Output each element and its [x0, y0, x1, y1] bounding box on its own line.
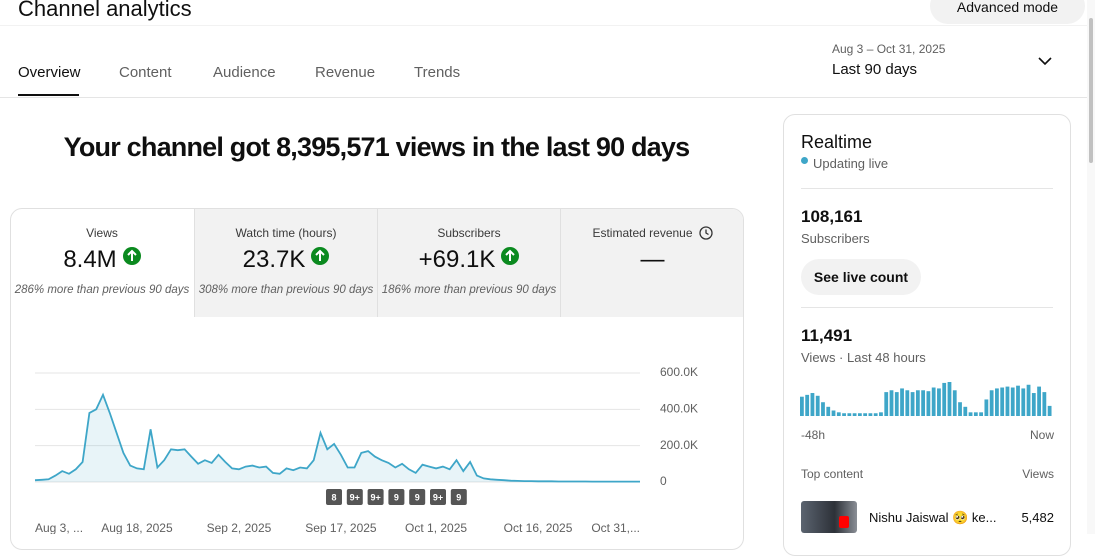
date-range-label[interactable]: Last 90 days [832, 61, 918, 78]
metric-note: 286% more than previous 90 days [14, 284, 190, 296]
subscriber-label: Subscribers [801, 231, 870, 246]
divider [0, 97, 1087, 98]
up-icon [311, 247, 330, 265]
divider [801, 307, 1053, 308]
views-label: Views · Last 48 hours [801, 350, 926, 365]
metric-tab[interactable]: Views 8.4M 286% more than previous 90 da… [11, 209, 193, 317]
tab[interactable]: Revenue [315, 64, 376, 81]
realtime-title: Realtime [801, 132, 873, 152]
divider [801, 188, 1053, 189]
bar-start-label: -48h [801, 428, 826, 442]
top-content-label: Top content [801, 467, 864, 481]
subscriber-count: 108,161 [801, 207, 863, 226]
date-range[interactable]: Aug 3 – Oct 31, 2025 [832, 42, 946, 56]
metric-note: 308% more than previous 90 days [198, 284, 374, 296]
metric-value: +69.1K [378, 246, 560, 274]
views-header: Views [1022, 467, 1054, 481]
overview-card: Views 8.4M 286% more than previous 90 da… [10, 208, 744, 550]
up-icon [501, 247, 520, 265]
value: 8.4M [63, 246, 117, 273]
up-icon [122, 247, 141, 265]
label: Estimated revenue [592, 226, 693, 240]
tab-indicator [18, 94, 79, 96]
metric-tab[interactable]: Subscribers +69.1K 186% more than previo… [377, 209, 560, 317]
page-title: Channel analytics [18, 0, 192, 21]
tab[interactable]: Trends [414, 64, 461, 81]
live-dot [801, 157, 808, 164]
headline: Your channel got 8,395,571 views in the … [63, 132, 690, 162]
metric-label: Views [86, 226, 118, 240]
tab[interactable]: Audience [213, 64, 276, 81]
metric-tab[interactable]: Watch time (hours) 23.7K 308% more than … [194, 209, 377, 317]
tab[interactable]: Overview [18, 64, 81, 81]
value: +69.1K [418, 246, 496, 273]
metric-label: Subscribers [437, 226, 501, 240]
realtime-status: Updating live [813, 156, 889, 171]
metric-value: 23.7K [195, 246, 377, 274]
clock-icon [698, 226, 713, 240]
divider [0, 25, 1087, 26]
scrollbar[interactable] [1087, 0, 1095, 534]
value: 23.7K [242, 246, 306, 273]
metric-tab[interactable]: Estimated revenue — [560, 209, 743, 317]
advanced-mode-button[interactable]: Advanced mode [930, 0, 1085, 24]
metric-value: 8.4M [11, 246, 193, 274]
realtime-card: Realtime Updating live 108,161 Subscribe… [783, 114, 1071, 556]
live-count-button[interactable]: See live count [801, 259, 921, 295]
chevron[interactable] [1037, 55, 1053, 67]
top-content-views: 5,482 [1021, 510, 1054, 525]
top-content-title[interactable]: Nishu Jaiswal 🥺 ke... [869, 510, 997, 525]
bar-end-label: Now [1029, 428, 1054, 442]
metric-note: 186% more than previous 90 days [381, 284, 557, 296]
tab[interactable]: Content [119, 64, 172, 81]
thumbnail[interactable] [801, 501, 857, 533]
metric-value: — [640, 246, 665, 273]
views-count: 11,491 [801, 326, 853, 345]
metric-label: Estimated revenue [561, 226, 743, 240]
metric-label: Watch time (hours) [235, 226, 337, 240]
